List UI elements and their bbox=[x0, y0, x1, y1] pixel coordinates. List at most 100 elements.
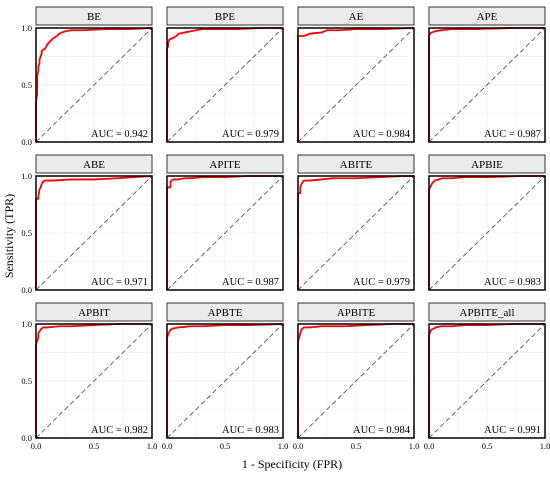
roc-curve bbox=[428, 323, 545, 438]
panel-bpe: BPE AUC = 0.979 bbox=[166, 6, 284, 143]
facet-title: APITE bbox=[209, 159, 240, 171]
panel-border bbox=[35, 323, 153, 439]
auc-label: AUC = 0.983 bbox=[222, 425, 279, 436]
facet-title: ABITE bbox=[340, 159, 373, 171]
x-tick-label: 1.0 bbox=[147, 441, 158, 451]
x-tick-label: 1.0 bbox=[540, 441, 550, 451]
x-tick-label: 0.0 bbox=[293, 441, 304, 451]
reference-diagonal bbox=[297, 323, 415, 439]
y-tick-label: 1.0 bbox=[21, 171, 32, 181]
panel-border bbox=[428, 175, 546, 291]
reference-diagonal bbox=[35, 323, 153, 439]
facet-title: BE bbox=[87, 11, 101, 23]
facet-strip bbox=[166, 6, 284, 26]
roc-curve bbox=[297, 27, 415, 142]
panel-border bbox=[35, 27, 153, 143]
facet-strip bbox=[297, 6, 415, 26]
auc-label: AUC = 0.942 bbox=[91, 129, 148, 140]
facet-title: APBTE bbox=[208, 307, 243, 319]
roc-curve bbox=[35, 323, 152, 438]
auc-label: AUC = 0.971 bbox=[91, 277, 148, 288]
x-tick-label: 0.5 bbox=[220, 441, 231, 451]
panel-border bbox=[297, 27, 415, 143]
y-tick-label: 0.5 bbox=[21, 80, 32, 90]
panel-border bbox=[35, 175, 153, 291]
x-tick-label: 0.5 bbox=[89, 441, 100, 451]
x-tick-label: 1.0 bbox=[409, 441, 420, 451]
panel-apbit: APBIT AUC = 0.982 bbox=[35, 302, 153, 439]
auc-label: AUC = 0.983 bbox=[484, 277, 541, 288]
reference-diagonal bbox=[428, 27, 546, 143]
roc-curve bbox=[35, 175, 153, 290]
panel-border bbox=[166, 27, 284, 143]
reference-diagonal bbox=[297, 27, 415, 143]
facet-strip bbox=[166, 154, 284, 174]
facet-strip bbox=[428, 6, 546, 26]
panel-apbite: APBITE AUC = 0.984 bbox=[297, 302, 415, 439]
auc-label: AUC = 0.984 bbox=[353, 129, 411, 140]
panel-abite: ABITE AUC = 0.979 bbox=[297, 154, 415, 291]
y-tick-label: 0.5 bbox=[21, 228, 32, 238]
panel-apite: APITE AUC = 0.987 bbox=[166, 154, 284, 291]
roc-curve bbox=[166, 175, 283, 290]
panel-apbie: APBIE AUC = 0.983 bbox=[428, 154, 546, 291]
x-tick-label: 0.5 bbox=[482, 441, 493, 451]
roc-curve bbox=[428, 175, 545, 290]
facet-strip bbox=[35, 154, 153, 174]
reference-diagonal bbox=[35, 27, 153, 143]
y-tick-label: 1.0 bbox=[21, 23, 32, 33]
roc-curve bbox=[166, 27, 283, 142]
roc-curve bbox=[166, 323, 284, 438]
reference-diagonal bbox=[35, 175, 153, 291]
facet-strip bbox=[428, 154, 546, 174]
facet-title: AE bbox=[349, 11, 364, 23]
panel-border bbox=[166, 323, 284, 439]
facet-title: APBITE_all bbox=[460, 307, 515, 319]
facet-title: APBIE bbox=[471, 159, 503, 171]
reference-diagonal bbox=[166, 27, 284, 143]
reference-diagonal bbox=[428, 323, 546, 439]
facet-strip bbox=[297, 302, 415, 322]
reference-diagonal bbox=[166, 175, 284, 291]
facet-strip bbox=[35, 6, 153, 26]
y-tick-label: 0.0 bbox=[21, 285, 32, 295]
x-tick-label: 0.5 bbox=[351, 441, 362, 451]
facet-strip bbox=[428, 302, 546, 322]
facet-title: BPE bbox=[215, 11, 235, 23]
y-tick-label: 1.0 bbox=[21, 319, 32, 329]
x-tick-label: 0.0 bbox=[31, 441, 42, 451]
panel-ape: APE AUC = 0.987 bbox=[428, 6, 546, 143]
facet-strip bbox=[297, 154, 415, 174]
auc-label: AUC = 0.987 bbox=[222, 277, 279, 288]
facet-title: APE bbox=[477, 11, 498, 23]
reference-diagonal bbox=[428, 175, 546, 291]
y-tick-label: 0.0 bbox=[21, 433, 32, 443]
auc-label: AUC = 0.991 bbox=[484, 425, 541, 436]
roc-curve bbox=[35, 27, 153, 142]
facet-title: ABE bbox=[83, 159, 105, 171]
auc-label: AUC = 0.979 bbox=[222, 129, 279, 140]
reference-diagonal bbox=[166, 323, 284, 439]
panel-border bbox=[166, 175, 284, 291]
panel-apbite-all: APBITE_all AUC = 0.991 bbox=[428, 302, 546, 439]
x-tick-label: 1.0 bbox=[278, 441, 289, 451]
panel-abe: ABE AUC = 0.971 bbox=[35, 154, 153, 291]
y-tick-label: 0.5 bbox=[21, 376, 32, 386]
panel-ae: AE AUC = 0.984 bbox=[297, 6, 415, 143]
y-axis-label: Sensitivity (TPR) bbox=[2, 194, 16, 278]
reference-diagonal bbox=[297, 175, 415, 291]
facet-title: APBITE bbox=[337, 307, 376, 319]
auc-label: AUC = 0.984 bbox=[353, 425, 411, 436]
y-tick-label: 0.0 bbox=[21, 137, 32, 147]
x-tick-label: 0.0 bbox=[424, 441, 435, 451]
auc-label: AUC = 0.987 bbox=[484, 129, 541, 140]
facet-title: APBIT bbox=[78, 307, 110, 319]
panel-apbte: APBTE AUC = 0.983 bbox=[166, 302, 284, 439]
x-tick-label: 0.0 bbox=[162, 441, 173, 451]
panel-be: BE AUC = 0.942 bbox=[35, 6, 153, 143]
x-axis-label: 1 - Specificity (FPR) bbox=[242, 457, 342, 471]
roc-curve bbox=[297, 323, 414, 438]
facet-strip bbox=[166, 302, 284, 322]
